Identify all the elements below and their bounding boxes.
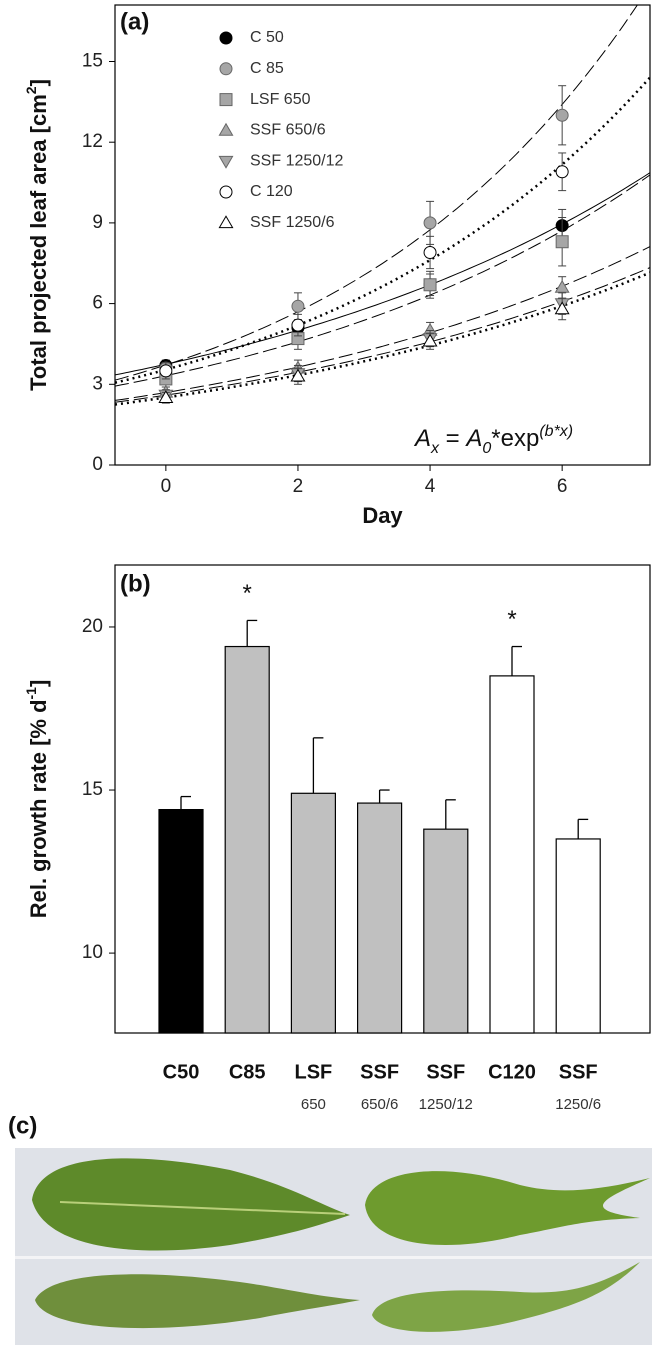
equation-part: A <box>464 425 482 452</box>
x-tick-label: C120 <box>488 1061 536 1083</box>
x-tick-label: SSF <box>426 1061 465 1083</box>
x-tick-label: C50 <box>163 1061 200 1083</box>
leaf <box>32 1158 350 1251</box>
equation-part: *exp <box>491 425 539 452</box>
marker <box>554 301 570 315</box>
y-tick-label: 10 <box>82 942 103 963</box>
x-tick-sublabel: 1250/12 <box>419 1096 473 1113</box>
leaf <box>365 1171 650 1245</box>
x-tick-label: 0 <box>161 476 172 497</box>
fit-curve <box>115 172 650 376</box>
x-tick-label: SSF <box>360 1061 399 1083</box>
x-tick-label: 2 <box>293 476 304 497</box>
legend-marker <box>219 62 233 76</box>
bar <box>489 675 535 1034</box>
legend-marker <box>219 31 233 45</box>
marker <box>555 108 569 122</box>
marker <box>159 364 173 378</box>
equation-part: x <box>430 440 440 457</box>
bar <box>224 645 270 1034</box>
x-tick-label: SSF <box>559 1061 598 1083</box>
marker <box>423 216 437 230</box>
y-tick-label: 15 <box>82 51 103 72</box>
panel-label: (b) <box>120 570 151 597</box>
x-tick-label: LSF <box>295 1061 333 1083</box>
leaf <box>372 1262 640 1332</box>
x-axis-title: Day <box>362 503 403 528</box>
marker <box>291 318 305 332</box>
fit-curve <box>115 5 638 381</box>
marker <box>555 235 569 249</box>
x-tick-sublabel: 650/6 <box>361 1096 399 1113</box>
legend-label: C 120 <box>250 183 293 200</box>
marker <box>423 278 437 292</box>
marker <box>555 165 569 179</box>
fit-curve <box>115 76 650 384</box>
axis-title: Total projected leaf area [cm2] <box>23 79 51 391</box>
axis-title: Rel. growth rate [% d-1] <box>23 680 51 919</box>
equation: Ax = A0*exp(b*x) <box>413 423 573 457</box>
y-tick-label: 0 <box>92 454 103 475</box>
fit-curve <box>115 271 650 406</box>
axis-title-part: ] <box>26 680 51 687</box>
legend-marker <box>218 215 234 229</box>
x-tick-sublabel: 1250/6 <box>555 1096 601 1113</box>
marker <box>158 390 174 404</box>
panel-label: (a) <box>120 8 149 35</box>
legend-label: SSF 1250/12 <box>250 152 344 169</box>
axis-title-part: Rel. growth rate [% d <box>26 699 51 918</box>
superscript: 2 <box>23 86 39 94</box>
marker <box>290 368 306 382</box>
x-tick-label: 4 <box>425 476 436 497</box>
significance: * <box>243 580 252 607</box>
superscript: -1 <box>23 687 39 700</box>
y-tick-label: 15 <box>82 779 103 800</box>
leaf <box>35 1274 360 1329</box>
y-tick-label: 20 <box>82 616 103 637</box>
marker <box>423 245 437 259</box>
bar <box>555 838 601 1034</box>
legend-marker <box>218 122 234 136</box>
y-tick-label: 3 <box>92 373 103 394</box>
x-tick-label: 6 <box>557 476 568 497</box>
fit-curve <box>115 174 650 387</box>
panel-c: (c) <box>8 1112 652 1345</box>
x-tick-sublabel: 650 <box>301 1096 326 1113</box>
photo-divider <box>15 1256 652 1259</box>
bar <box>290 792 336 1034</box>
bar <box>158 808 204 1034</box>
legend-label: C 50 <box>250 29 284 46</box>
fit-curve <box>115 267 650 403</box>
y-tick-label: 6 <box>92 293 103 314</box>
equation-part: 0 <box>482 440 491 457</box>
axis-title-part: ] <box>26 79 51 86</box>
leaf-vein <box>59 1201 346 1215</box>
legend-marker <box>218 155 234 169</box>
panel-label: (c) <box>8 1112 37 1139</box>
equation-part: = <box>439 425 466 452</box>
legend-marker <box>219 93 233 107</box>
marker <box>422 333 438 347</box>
legend-label: LSF 650 <box>250 91 311 108</box>
x-tick-label: C85 <box>229 1061 266 1083</box>
marker <box>291 299 305 313</box>
equation-part: A <box>413 425 431 452</box>
significance: * <box>507 606 516 633</box>
legend-label: C 85 <box>250 60 284 77</box>
y-tick-label: 9 <box>92 212 103 233</box>
legend-marker <box>219 185 233 199</box>
legend-label: SSF 1250/6 <box>250 214 335 231</box>
equation-part: (b*x) <box>539 423 573 440</box>
plot-frame <box>114 4 651 466</box>
axis-title-part: Total projected leaf area [cm <box>26 94 51 391</box>
bar <box>357 802 403 1034</box>
bar <box>423 828 469 1034</box>
marker <box>554 279 570 293</box>
y-tick-label: 12 <box>82 131 103 152</box>
plot-area <box>115 5 650 406</box>
fit-curve <box>115 246 650 401</box>
legend-label: SSF 650/6 <box>250 122 326 139</box>
